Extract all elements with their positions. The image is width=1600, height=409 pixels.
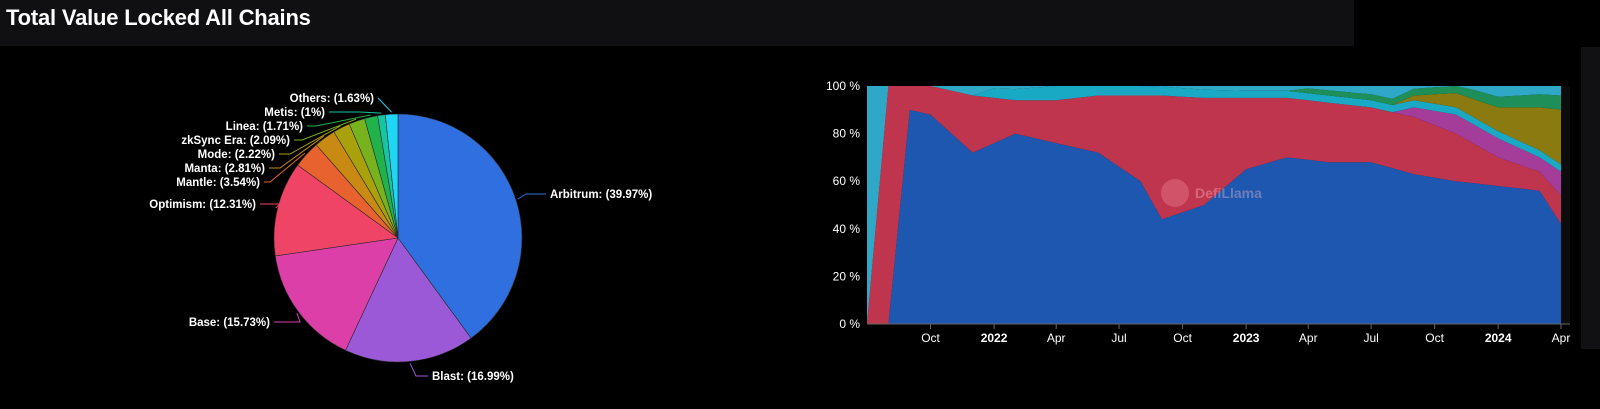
pie-leader-line	[264, 152, 306, 183]
pie-label: Mantle: (3.54%)	[176, 177, 260, 189]
pie-label: Mode: (2.22%)	[198, 149, 275, 161]
y-tick-label: 100 %	[826, 79, 860, 93]
pie-label: Blast: (16.99%)	[432, 371, 514, 383]
pie-chart: Arbitrum: (39.97%) Blast: (16.99%) Base: (…	[149, 93, 652, 383]
x-tick-label: Jul	[1363, 331, 1378, 345]
pie-label: zkSync Era: (2.09%)	[181, 135, 290, 147]
area-series[interactable]	[867, 86, 1561, 324]
pie-leader-line	[307, 114, 371, 127]
pie-leader-line	[409, 363, 428, 377]
pie-leader-line	[377, 97, 392, 113]
x-tick-label: 2022	[981, 331, 1008, 345]
header-bar	[0, 0, 1354, 46]
pie-leader-line	[294, 118, 357, 141]
pie-slice[interactable]	[397, 113, 523, 339]
y-tick-label: 0 %	[839, 317, 860, 331]
pie-leader-line	[274, 313, 301, 323]
watermark-text: DefiLlama	[1195, 185, 1262, 201]
x-tick-label: Jul	[1111, 331, 1126, 345]
pie-leader-line	[517, 193, 546, 200]
area-series[interactable]	[867, 109, 1561, 324]
watermark-logo	[1161, 179, 1189, 207]
pie-label: Manta: (2.81%)	[184, 163, 265, 175]
pie-leader-line	[260, 203, 282, 209]
pie-label: Metis: (1%)	[264, 107, 325, 119]
panel-scrollbar[interactable]	[1581, 47, 1600, 349]
pie-label: Others: (1.63%)	[290, 93, 375, 105]
x-tick-label: Oct	[1173, 331, 1192, 345]
x-tick-label: 2024	[1485, 331, 1512, 345]
pie-label: Arbitrum: (39.97%)	[550, 189, 652, 201]
pie-slice[interactable]	[345, 237, 472, 363]
pie-slice[interactable]	[273, 164, 399, 257]
pie-label: Optimism: (12.31%)	[149, 199, 256, 211]
x-tick-label: 2023	[1233, 331, 1260, 345]
pie-slice[interactable]	[274, 237, 399, 351]
x-tick-label: Apr	[1299, 331, 1318, 345]
y-tick-label: 40 %	[833, 222, 861, 236]
y-tick-label: 60 %	[833, 174, 861, 188]
pie-label: Linea: (1.71%)	[226, 121, 303, 133]
y-tick-label: 80 %	[833, 127, 861, 141]
x-tick-label: Apr	[1047, 331, 1066, 345]
x-tick-label: Oct	[1425, 331, 1444, 345]
y-tick-label: 20 %	[833, 269, 861, 283]
pie-slice[interactable]	[384, 113, 399, 239]
pie-leader-line	[279, 125, 341, 155]
pie-label: Base: (15.73%)	[189, 317, 270, 329]
page-title: Total Value Locked All Chains	[6, 5, 311, 30]
x-tick-label: Apr	[1552, 331, 1571, 345]
x-tick-label: Oct	[921, 331, 940, 345]
area-series[interactable]	[867, 86, 1561, 324]
pie-leader-line	[329, 111, 382, 114]
pie-leader-line	[269, 135, 324, 169]
